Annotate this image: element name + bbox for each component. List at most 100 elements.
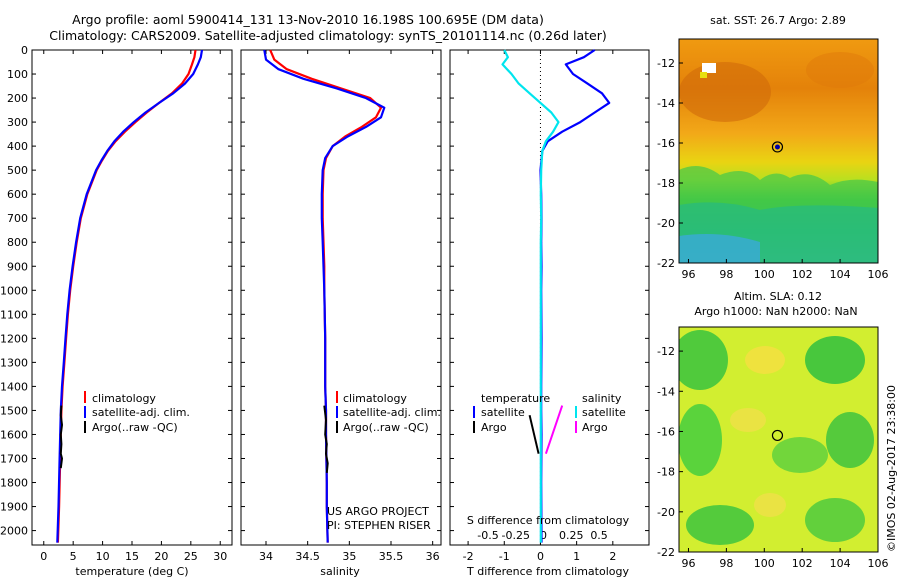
legend-swatch-satellite [336, 406, 338, 418]
x-tick-label: 30 [213, 550, 227, 563]
sla-high-patch [730, 408, 766, 432]
map-y-tick-label: -14 [657, 385, 675, 398]
salinity-legend-satellite: satellite-adj. clim. [343, 406, 441, 419]
header-line2: Climatology: CARS2009. Satellite-adjuste… [49, 28, 606, 43]
difference-legend-salinity: salinity satellite Argo [575, 392, 626, 434]
x-tick-label: 35 [342, 550, 356, 563]
map-x-tick-label: 96 [681, 557, 695, 570]
sla-float-location [771, 429, 784, 442]
s-tick-label: 0.25 [559, 529, 584, 542]
series-line-satellite-s-diff-t-axis- [501, 49, 560, 543]
sla-high-patch [745, 346, 785, 374]
series-line-argo-t-diff [528, 414, 540, 454]
salinity-legend-argo: Argo(..raw -QC) [343, 421, 429, 434]
y-tick-label: 1300 [0, 356, 28, 369]
difference-t-label: T difference from climatology [466, 565, 629, 578]
x-tick-label: 5 [70, 550, 77, 563]
s-tick-label: -0.5 [477, 529, 498, 542]
legend-swatch-climatology [336, 391, 338, 403]
difference-panel: -2 -1 0 1 2 -0.5 -0.25 0 0.25 0.5 S difference f… [449, 49, 650, 578]
credit-footer: ©IMOS 02-Aug-2017 23:38:00 [885, 385, 898, 552]
x-tick-label: 20 [154, 550, 168, 563]
map-x-tick-label: 106 [868, 268, 889, 281]
map-y-tick-label: -18 [657, 177, 675, 190]
pi-annotation: PI: STEPHEN RISER [327, 519, 431, 532]
y-tick-label: 300 [7, 116, 28, 129]
series-line-satellite-t-diff [539, 49, 611, 543]
salinity-xlabel: salinity [320, 565, 360, 578]
map-x-tick-label: 106 [868, 557, 889, 570]
sla-map-frame [678, 326, 879, 553]
sst-warm-patch [806, 52, 874, 88]
x-tick-label: 34.5 [295, 550, 320, 563]
sla-low-patch [686, 505, 754, 545]
map-x-tick-label: 104 [830, 268, 851, 281]
salinity-legend-climatology: climatology [343, 392, 407, 405]
temperature-legend: climatology satellite-adj. clim. Argo(..… [84, 391, 190, 434]
x-tick-label: 15 [125, 550, 139, 563]
s-tick-label: 0.5 [590, 529, 608, 542]
legend-swatch-argo [84, 421, 86, 433]
map-x-tick-label: 98 [719, 557, 733, 570]
sla-map-panel: Altim. SLA: 0.12 Argo h1000: NaN h2000: … [657, 290, 888, 570]
difference-s-label: S difference from climatology [467, 514, 630, 527]
x-tick-label: 0 [40, 550, 47, 563]
x-tick-label: 25 [184, 550, 198, 563]
sst-map-title: sat. SST: 26.7 Argo: 2.89 [710, 14, 846, 27]
map-x-tick-label: 102 [792, 268, 813, 281]
map-x-tick-label: 102 [792, 557, 813, 570]
sst-map-field [679, 39, 878, 263]
legend-swatch-argo [336, 421, 338, 433]
y-tick-label: 800 [7, 236, 28, 249]
x-tick-label: 1 [573, 550, 580, 563]
x-tick-label: 10 [96, 550, 110, 563]
map-y-tick-label: -22 [657, 546, 675, 559]
sla-high-patch [754, 493, 786, 517]
y-tick-label: 500 [7, 164, 28, 177]
sst-coldest-patch [679, 234, 760, 263]
map-y-tick-label: -16 [657, 425, 675, 438]
legend-swatch-s-satellite [575, 406, 577, 418]
sst-map-frame [678, 38, 879, 264]
map-y-tick-label: -12 [657, 57, 675, 70]
y-tick-label: 1800 [0, 477, 28, 490]
x-tick-label: 2 [609, 550, 616, 563]
difference-axes-frame [449, 49, 650, 546]
salinity-axes-frame [240, 49, 442, 546]
sst-anomaly-pixel [700, 72, 707, 78]
y-tick-label: 1700 [0, 452, 28, 465]
difference-legend-temperature: temperature satellite Argo [473, 392, 550, 434]
map-x-tick-label: 96 [681, 268, 695, 281]
x-tick-label: -1 [499, 550, 510, 563]
y-tick-label: 1600 [0, 428, 28, 441]
map-y-tick-label: -14 [657, 97, 675, 110]
sla-low-patch [826, 412, 874, 468]
sst-missing-data [702, 63, 716, 73]
sst-float-location [771, 141, 784, 153]
legend-swatch-t-satellite [473, 406, 475, 418]
x-tick-label: 36 [426, 550, 440, 563]
map-x-tick-label: 98 [719, 268, 733, 281]
y-tick-label: 700 [7, 212, 28, 225]
map-x-tick-label: 100 [754, 557, 775, 570]
diff-legend-temperature-argo: Argo [481, 421, 507, 434]
map-x-tick-label: 104 [830, 557, 851, 570]
s-tick-label: -0.25 [502, 529, 530, 542]
y-tick-label: 1400 [0, 380, 28, 393]
y-tick-label: 1900 [0, 501, 28, 514]
sst-warm-patch [679, 62, 771, 122]
y-tick-label: 100 [7, 68, 28, 81]
map-y-tick-label: -20 [657, 217, 675, 230]
temperature-panel: 0100200300400500600700800900100011001200… [0, 44, 233, 578]
sla-map-title: Altim. SLA: 0.12 [734, 290, 822, 303]
diff-legend-temperature-title: temperature [481, 392, 550, 405]
diff-legend-salinity-title: salinity [582, 392, 622, 405]
salinity-panel: 34 34.5 35 35.5 36 salinity climatology sate… [240, 49, 442, 578]
series-line-satellite-adj-clim- [263, 49, 386, 543]
x-tick-label: -2 [463, 550, 474, 563]
legend-swatch-climatology [84, 391, 86, 403]
project-annotation: US ARGO PROJECT [327, 505, 429, 518]
sla-low-patch [805, 336, 865, 384]
x-tick-label: 0 [537, 550, 544, 563]
